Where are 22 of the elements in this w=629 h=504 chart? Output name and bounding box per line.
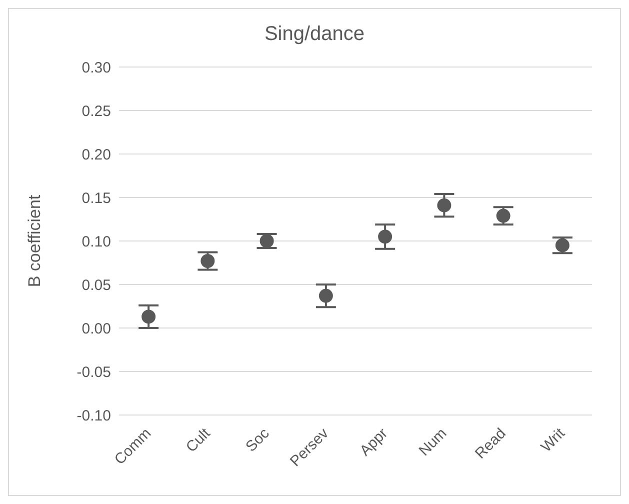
- point: [555, 238, 570, 252]
- y-tick-label: 0.30: [82, 59, 111, 76]
- y-tick-label: 0.20: [82, 146, 111, 164]
- point: [142, 310, 156, 324]
- chart-title: Sing/dance: [263, 23, 366, 46]
- x-tick-label: Soc: [242, 424, 274, 456]
- y-tick-label: 0.00: [82, 320, 111, 338]
- y-axis-title: B coefficient: [25, 194, 44, 288]
- y-tick-label: -0.05: [76, 364, 111, 381]
- y-tick-label: 0.25: [82, 102, 111, 120]
- point: [378, 230, 392, 244]
- x-tick-label: Writ: [538, 424, 570, 456]
- point: [496, 208, 510, 223]
- y-tick-label: -0.10: [76, 407, 111, 424]
- x-tick-label: Cult: [182, 424, 214, 456]
- point: [260, 234, 274, 248]
- point: [437, 198, 452, 212]
- y-tick-label: 0.05: [82, 276, 111, 294]
- y-tick-label: 0.15: [82, 190, 111, 207]
- point: [318, 288, 333, 303]
- point: [200, 254, 215, 268]
- y-tick-label: 0.10: [82, 233, 111, 250]
